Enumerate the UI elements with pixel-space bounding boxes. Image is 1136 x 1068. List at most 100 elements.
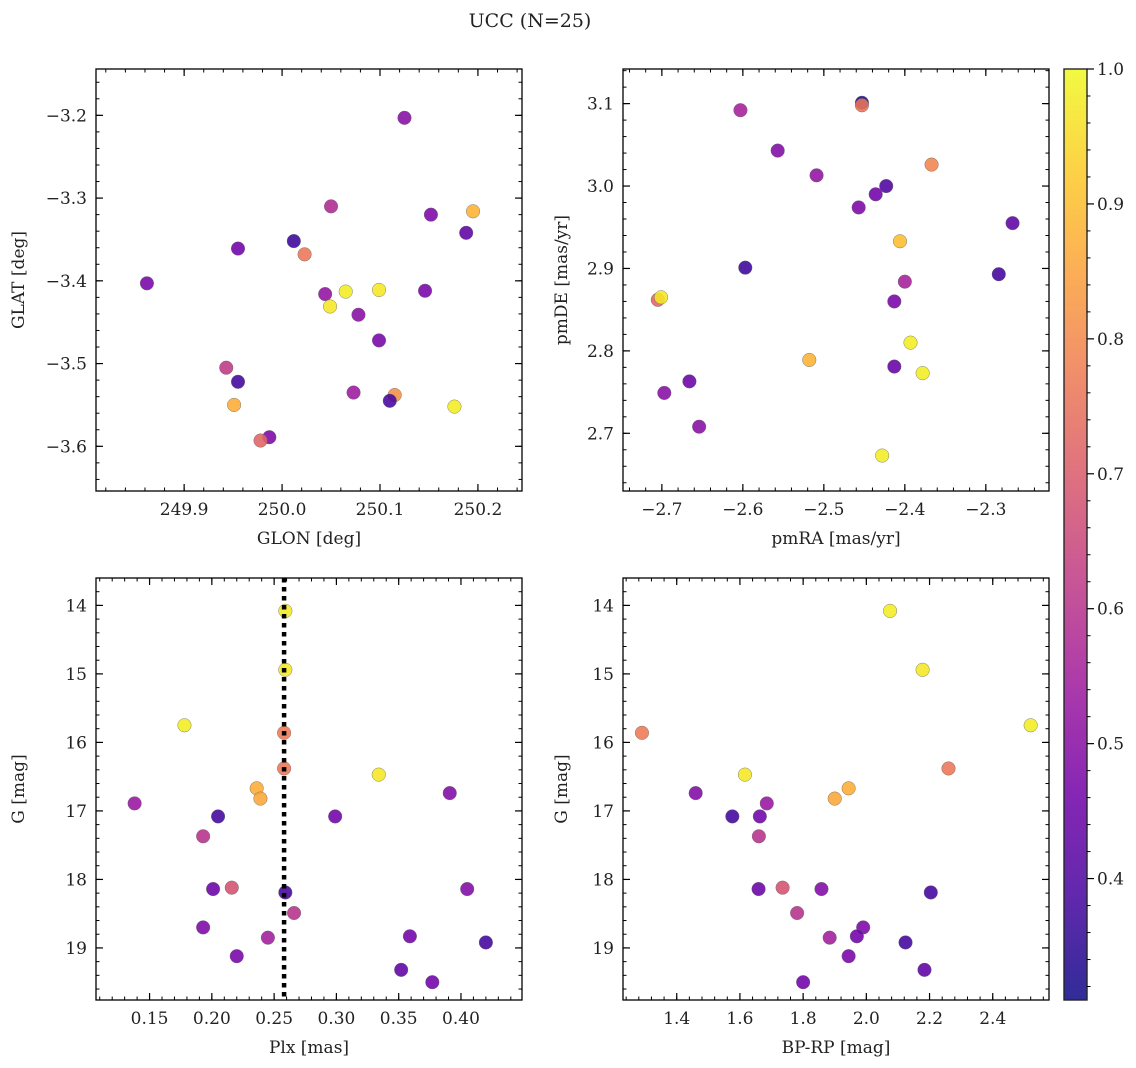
data-point [394, 962, 409, 977]
y-tick-label: −3.5 [46, 355, 87, 375]
y-tick-label: 15 [592, 665, 614, 685]
data-point [941, 761, 956, 776]
colorbar-tick-label: 0.6 [1097, 600, 1124, 620]
data-point [887, 359, 902, 374]
data-point [224, 880, 239, 895]
y-tick-label: 2.9 [587, 259, 614, 279]
panel-2: −2.7 −2.6 −2.5 −2.4 −2.3 2.7 2.8 2.9 3.0 3.1 pmRA … [552, 68, 1050, 549]
y-tick-label: 16 [65, 733, 87, 753]
data-point [287, 905, 302, 920]
data-point [211, 809, 226, 824]
data-point [657, 385, 672, 400]
data-point [328, 809, 343, 824]
y-axis-label: GLAT [deg] [9, 231, 29, 329]
data-point [478, 935, 493, 950]
y-axis-label: G [mag] [552, 754, 572, 823]
data-point [346, 385, 361, 400]
data-point [790, 905, 805, 920]
data-point [418, 283, 433, 298]
data-point [260, 930, 275, 945]
data-point [318, 287, 333, 302]
data-point [382, 393, 397, 408]
data-point [253, 791, 268, 806]
data-point [297, 247, 312, 262]
data-point [737, 767, 752, 782]
panel-1: 249.9 250.0 250.1 250.2 −3.6 −3.5 −3.4 −3.3 −3.2… [9, 68, 523, 549]
scatter-points [650, 95, 1020, 463]
data-point [654, 290, 669, 305]
colorbar-tick-label: 1.0 [1097, 60, 1124, 80]
x-tick-label: 1.8 [790, 1009, 817, 1029]
colorbar-tick-label: 0.7 [1097, 465, 1124, 485]
y-axis-label: pmDE [mas/yr] [552, 215, 572, 345]
data-point [1005, 216, 1020, 231]
data-point [196, 829, 211, 844]
data-point [868, 187, 883, 202]
x-tick-label: −2.3 [965, 500, 1006, 520]
x-tick-label: −2.7 [641, 500, 682, 520]
y-tick-label: 2.8 [587, 342, 614, 362]
x-axis-label: Plx [mas] [269, 1038, 349, 1058]
data-point [822, 930, 837, 945]
axes-frame [95, 577, 523, 1001]
colorbar-gradient [1063, 68, 1088, 1001]
data-point [738, 260, 753, 275]
data-point [770, 143, 785, 158]
data-point [219, 360, 234, 375]
colorbar-tick-label: 0.4 [1097, 870, 1124, 890]
scatter-points [139, 110, 481, 448]
x-tick-label: 0.15 [131, 1009, 169, 1029]
panel-4: 1.4 1.6 1.8 2.0 2.2 2.4 14 15 16 17 18 19 BP-RP [mag… [552, 577, 1050, 1058]
data-point [751, 882, 766, 897]
y-tick-label: 3.1 [587, 95, 614, 115]
y-tick-label: 2.7 [587, 424, 614, 444]
data-point [898, 935, 913, 950]
y-tick-label: 15 [65, 665, 87, 685]
x-tick-label: 250.0 [258, 500, 307, 520]
colorbar-tick-label: 0.8 [1097, 330, 1124, 350]
x-tick-label: 2.0 [853, 1009, 880, 1029]
axes-frame [622, 577, 1050, 1001]
panels: 249.9 250.0 250.1 250.2 −3.6 −3.5 −3.4 −3.3 −3.2… [9, 68, 1050, 1058]
x-tick-label: −2.4 [884, 500, 925, 520]
data-point [841, 781, 856, 796]
data-point [802, 352, 817, 367]
x-tick-label: 0.20 [193, 1009, 231, 1029]
colorbar: 0.4 0.5 0.6 0.7 0.8 0.9 1.0 [1063, 60, 1124, 1001]
data-point [809, 168, 824, 183]
y-tick-label: 18 [592, 870, 614, 890]
data-point [991, 267, 1006, 282]
data-point [851, 200, 866, 215]
scatter-points [127, 603, 493, 990]
x-tick-label: −2.6 [722, 500, 763, 520]
x-tick-label: 1.4 [663, 1009, 690, 1029]
data-point [423, 207, 438, 222]
data-point [759, 796, 774, 811]
data-point [372, 282, 387, 297]
data-point [875, 448, 890, 463]
data-point [351, 307, 366, 322]
data-point [924, 157, 939, 172]
data-point [324, 199, 339, 214]
data-point [442, 786, 457, 801]
data-point [892, 234, 907, 249]
data-point [903, 335, 918, 350]
data-point [397, 110, 412, 125]
data-point [897, 274, 912, 289]
data-point [682, 374, 697, 389]
data-point [466, 204, 481, 219]
data-point [127, 796, 142, 811]
data-point [253, 433, 268, 448]
axes-frame [95, 68, 523, 492]
y-tick-label: −3.2 [46, 106, 87, 126]
y-tick-label: 17 [592, 802, 614, 822]
y-axis-label: G [mag] [9, 754, 29, 823]
scatter-points [634, 603, 1038, 990]
data-point [887, 294, 902, 309]
data-point [733, 103, 748, 118]
axes-frame [622, 68, 1050, 492]
x-tick-label: 0.35 [380, 1009, 418, 1029]
x-tick-label: 2.2 [916, 1009, 943, 1029]
data-point [459, 225, 474, 240]
x-tick-label: 0.40 [442, 1009, 480, 1029]
